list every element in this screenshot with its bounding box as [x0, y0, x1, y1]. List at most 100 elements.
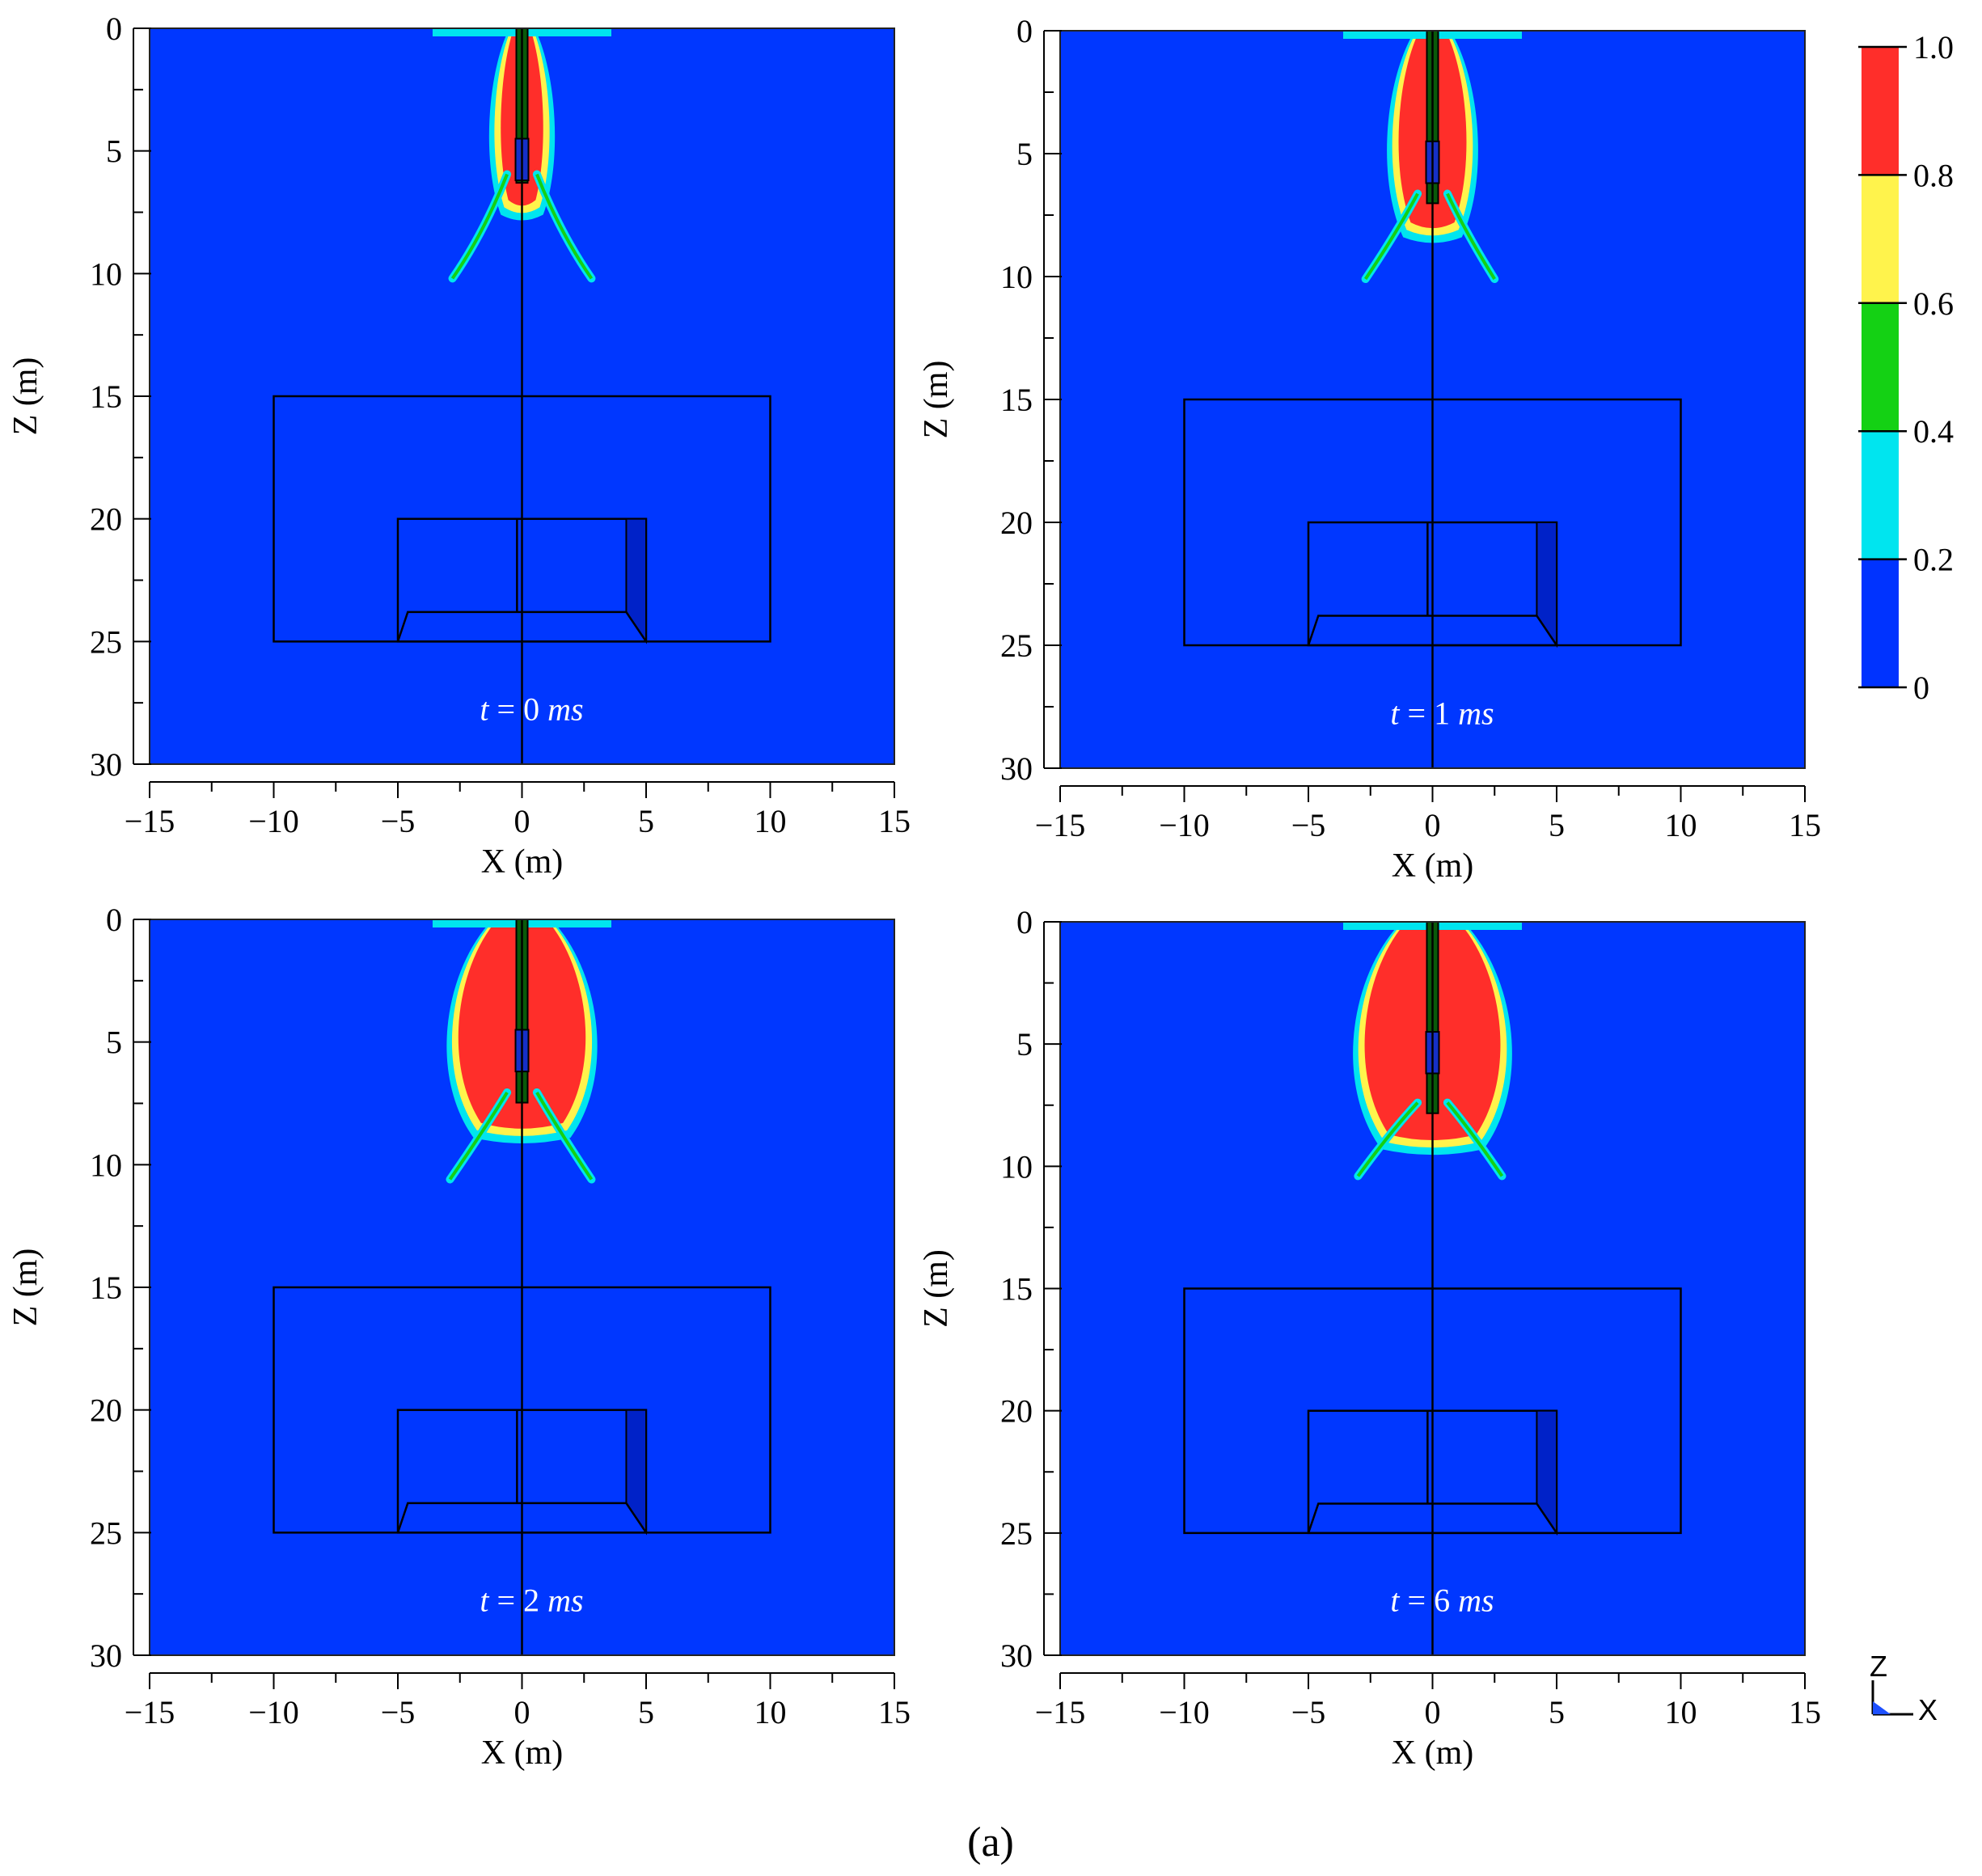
colorbar-label: 0.8: [1913, 157, 1954, 193]
x-tick-label: −15: [125, 1694, 175, 1730]
time-value: = 0: [489, 691, 548, 727]
y-tick-label: 25: [1000, 1515, 1033, 1552]
time-label: t = 2 ms: [480, 1582, 583, 1618]
x-tick-label: 10: [1665, 1694, 1697, 1730]
y-tick-label: 0: [106, 902, 122, 938]
figure-caption: (a): [967, 1819, 1014, 1865]
crack-1: [450, 173, 509, 280]
crack-2: [1446, 192, 1496, 281]
time-label: t = 1 ms: [1390, 695, 1494, 731]
x-axis-title: X (m): [1392, 1734, 1473, 1772]
time-label: t = 0 ms: [480, 691, 583, 727]
x-tick-label: 5: [638, 803, 654, 839]
y-tick-label: 15: [90, 378, 122, 415]
colorbar-band-3: [1862, 302, 1899, 432]
x-axis-title: X (m): [481, 1734, 563, 1772]
colorbar-band-1: [1862, 559, 1899, 687]
y-tick-label: 20: [1000, 505, 1033, 541]
y-tick-label: 30: [1000, 1637, 1033, 1674]
x-tick-label: 5: [1549, 807, 1565, 843]
y-tick-label: 5: [1016, 136, 1033, 172]
x-tick-label: 15: [878, 1694, 911, 1730]
x-tick-label: −5: [1291, 1694, 1326, 1730]
crack-2: [535, 173, 594, 280]
colorbar-label: 0.6: [1913, 285, 1954, 322]
y-tick-label: 20: [90, 501, 122, 538]
y-tick-label: 30: [1000, 750, 1033, 787]
x-tick-label: 5: [1549, 1694, 1565, 1730]
x-tick-label: 0: [1425, 1694, 1441, 1730]
time-unit: ms: [547, 1582, 583, 1618]
time-prefix: t: [1390, 1582, 1400, 1619]
triad-x-label: X: [1918, 1693, 1938, 1726]
y-tick-label: 15: [1000, 1271, 1033, 1308]
x-tick-label: −10: [248, 803, 299, 839]
time-value: = 1: [1400, 695, 1459, 731]
y-tick-label: 5: [1016, 1026, 1033, 1063]
x-tick-label: 15: [1789, 807, 1821, 843]
x-tick-label: −10: [1159, 807, 1210, 843]
crack-2: [535, 1091, 594, 1181]
time-value: = 6: [1400, 1582, 1459, 1619]
x-tick-label: −10: [248, 1694, 299, 1730]
y-tick-label: 0: [1016, 904, 1033, 940]
panel-3: t = 2 ms −15 −10 −5 0 5 10 15 X (m) 0 5 10 15 20 25 30 Z…: [7, 902, 911, 1772]
time-label: t = 6 ms: [1390, 1582, 1494, 1619]
colorbar-label: 1.0: [1913, 29, 1954, 65]
x-tick-label: 15: [878, 803, 911, 839]
y-tick-label: 10: [1000, 1148, 1033, 1185]
y-tick-label: 25: [90, 1515, 122, 1551]
y-tick-label: 0: [106, 11, 122, 47]
panels-group: t = 0 ms −15 −10 −5 0 5 10 15 X (m) 0 5 10 15 20 25 30 Z…: [7, 11, 1821, 1772]
y-tick-label: 25: [1000, 627, 1033, 664]
panel-4: t = 6 ms −15 −10 −5 0 5 10 15 X (m) 0 5 10 15 20 25 30 Z…: [918, 904, 1821, 1772]
x-tick-label: 5: [638, 1694, 654, 1730]
x-tick-label: 10: [1665, 807, 1697, 843]
axis-triad: Z X: [1870, 1650, 1938, 1726]
x-tick-label: 10: [754, 803, 787, 839]
crack-1: [1363, 192, 1419, 281]
y-tick-label: 0: [1016, 13, 1033, 49]
time-unit: ms: [1458, 1582, 1494, 1619]
crack-2: [1446, 1101, 1504, 1177]
x-tick-label: −10: [1159, 1694, 1210, 1730]
y-tick-label: 10: [1000, 259, 1033, 295]
time-unit: ms: [1458, 695, 1494, 731]
time-value: = 2: [489, 1582, 548, 1618]
colorbar-band-5: [1862, 47, 1899, 175]
y-tick-label: 30: [90, 1637, 122, 1674]
y-tick-label: 20: [90, 1392, 122, 1429]
y-tick-label: 5: [106, 133, 122, 170]
panel-1: t = 0 ms −15 −10 −5 0 5 10 15 X (m) 0 5 10 15 20 25 30 Z…: [7, 11, 911, 881]
x-tick-label: 15: [1789, 1694, 1821, 1730]
panel-2: t = 1 ms −15 −10 −5 0 5 10 15 X (m) 0 5 10 15 20 25 30 Z…: [918, 13, 1821, 885]
y-axis-title: Z (m): [918, 361, 955, 439]
y-tick-label: 10: [90, 256, 122, 292]
x-tick-label: −15: [125, 803, 175, 839]
x-tick-label: −15: [1035, 807, 1086, 843]
x-tick-label: 10: [754, 1694, 787, 1730]
y-axis-title: Z (m): [7, 1249, 44, 1327]
x-tick-label: −5: [1291, 807, 1326, 843]
y-tick-label: 30: [90, 746, 122, 783]
time-prefix: t: [480, 1582, 489, 1618]
x-axis-title: X (m): [1392, 847, 1473, 885]
colorbar-band-2: [1862, 431, 1899, 560]
colorbar: 0 0.2 0.4 0.6 0.8 1.0: [1858, 29, 1954, 706]
y-tick-label: 10: [90, 1147, 122, 1183]
x-tick-label: −5: [381, 1694, 416, 1730]
y-tick-label: 20: [1000, 1393, 1033, 1430]
x-tick-label: −15: [1035, 1694, 1086, 1730]
y-tick-label: 15: [90, 1270, 122, 1306]
crack-1: [448, 1091, 509, 1181]
colorbar-label: 0.2: [1913, 542, 1954, 578]
time-prefix: t: [480, 691, 489, 727]
time-unit: ms: [547, 691, 583, 727]
x-axis-title: X (m): [481, 843, 563, 881]
triad-z-label: Z: [1870, 1650, 1887, 1683]
colorbar-label: 0: [1913, 670, 1929, 706]
colorbar-band-4: [1862, 175, 1899, 303]
x-tick-label: 0: [514, 1694, 530, 1730]
x-tick-label: 0: [514, 803, 530, 839]
